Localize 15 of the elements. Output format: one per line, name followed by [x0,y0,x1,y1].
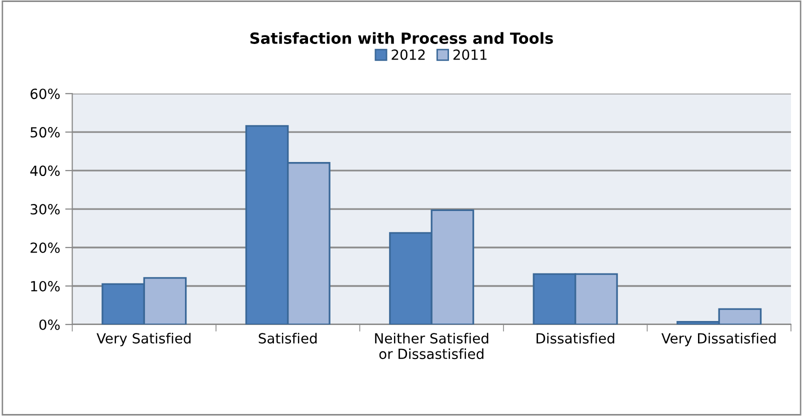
y-tick-label: 60% [30,88,60,100]
y-tick-label: 0% [39,319,60,330]
legend-label: 2011 [453,49,487,60]
x-tick-label: Neither Satisfied or Dissastisfied [375,332,488,360]
legend-label: 2012 [392,49,425,60]
y-tick-label: 10% [31,280,60,292]
y-tick-label: 20% [30,242,60,253]
x-tick-label: Very Satisfied [96,332,191,346]
y-tick-label: 40% [30,166,60,176]
y-tick-label: 50% [30,127,60,138]
y-tick-label: 30% [30,204,60,215]
x-tick-label: Very Dissatisfied [661,332,776,346]
chart-title: Satisfaction with Process and Tools [250,32,553,44]
x-tick-label: Dissatisfied [536,332,614,344]
x-tick-label: Satisfied [258,332,317,344]
